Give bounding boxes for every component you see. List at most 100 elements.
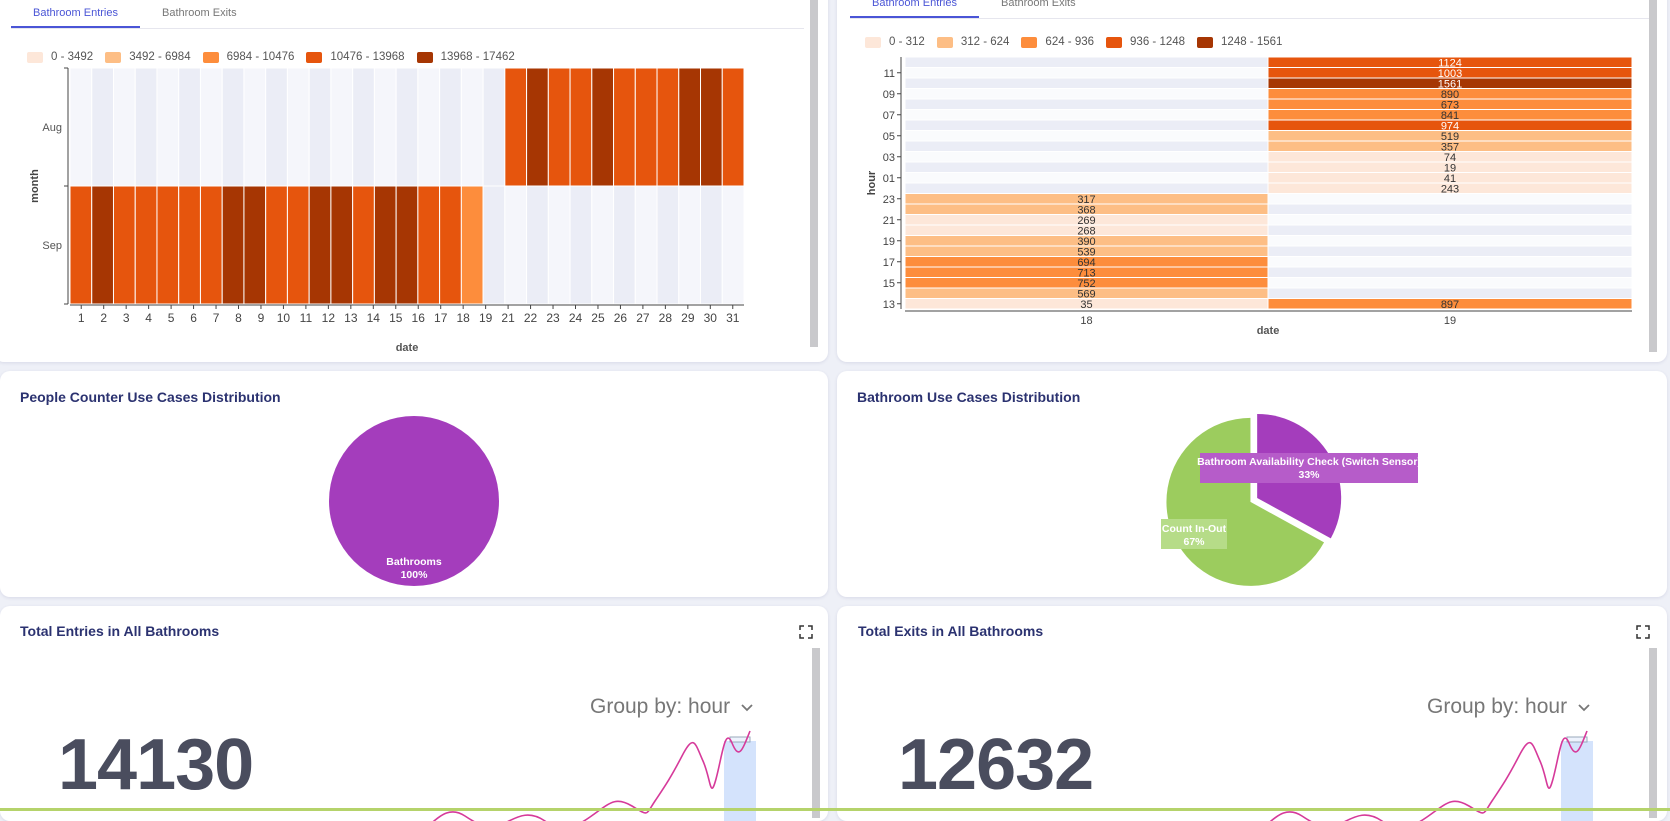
heatmap-cell — [905, 68, 1268, 79]
heatmap-cell — [570, 68, 592, 186]
heatmap-cell — [287, 186, 309, 304]
card-title: Total Entries in All Bathrooms — [20, 623, 219, 639]
x-tick-label: 3 — [123, 311, 130, 325]
heatmap-cell — [200, 68, 222, 186]
entries-month-heatmap-card: Bathroom Entries Bathroom Exits 0 - 3492… — [0, 0, 828, 362]
y-tick-label: 19 — [883, 236, 895, 248]
heatmap-cell — [1268, 288, 1632, 299]
heatmap-cell — [1268, 236, 1632, 247]
y-tick-label: 15 — [883, 278, 895, 290]
cell-value-label: 317 — [1077, 194, 1095, 206]
x-tick-label: 18 — [456, 311, 470, 325]
total-entries-card: Total Entries in All Bathrooms Group by:… — [0, 606, 828, 821]
y-tick-label: 09 — [883, 89, 895, 101]
left-heatmap-scrollbar[interactable] — [810, 0, 818, 347]
cell-value-label: 752 — [1077, 278, 1095, 290]
cell-value-label: 1561 — [1438, 78, 1462, 90]
x-axis-title: date — [1257, 325, 1280, 337]
heatmap-cell — [905, 120, 1268, 131]
heatmap-cell — [1268, 204, 1632, 215]
heatmap-cell — [635, 186, 657, 304]
x-tick-label: 22 — [524, 311, 538, 325]
exits-sparkline — [1257, 721, 1657, 821]
heatmap-cell — [505, 186, 527, 304]
expand-icon[interactable] — [1636, 625, 1650, 639]
heatmap-cell — [635, 68, 657, 186]
y-tick-label: 03 — [883, 152, 895, 164]
cell-value-label: 19 — [1444, 162, 1456, 174]
card-title: Total Exits in All Bathrooms — [858, 623, 1043, 639]
heatmap-cell — [483, 186, 505, 304]
heatmap-cell — [1268, 225, 1632, 236]
group-by-label: Group by: hour — [1427, 695, 1567, 718]
heatmap-cell — [657, 186, 679, 304]
total-exits-card: Total Exits in All Bathrooms Group by: h… — [837, 606, 1667, 821]
heatmap-cell — [309, 186, 331, 304]
cell-value-label: 974 — [1441, 120, 1459, 132]
heatmap-cell — [905, 141, 1268, 152]
cell-value-label: 35 — [1080, 299, 1092, 311]
x-tick-label: 30 — [704, 311, 718, 325]
x-tick-label: 11 — [300, 311, 313, 325]
x-tick-label: 31 — [726, 311, 740, 325]
cell-value-label: 1124 — [1438, 57, 1462, 69]
heatmap-cell — [440, 68, 462, 186]
x-tick-label: 19 — [1444, 315, 1456, 327]
heatmap-cell — [331, 68, 353, 186]
slice-percent: 67% — [1183, 536, 1205, 548]
group-by-dropdown[interactable]: Group by: hour — [1427, 695, 1591, 719]
heatmap-cell — [614, 68, 636, 186]
people-counter-pie-chart: Bathrooms100% — [0, 371, 828, 597]
heatmap-cell — [905, 99, 1268, 110]
heatmap-cell — [244, 186, 266, 304]
cell-value-label: 694 — [1077, 257, 1095, 269]
y-tick-label: 13 — [883, 299, 895, 311]
x-tick-label: 28 — [659, 311, 673, 325]
entries-hour-heatmap-card: Bathroom Entries Bathroom Exits 0 - 312 … — [837, 0, 1667, 362]
group-by-dropdown[interactable]: Group by: hour — [590, 695, 754, 719]
heatmap-cell — [244, 68, 266, 186]
expand-icon[interactable] — [799, 625, 813, 639]
heatmap-cell — [570, 186, 592, 304]
heatmap-cell — [396, 68, 418, 186]
heatmap-cell — [505, 68, 527, 186]
heatmap-cell — [1268, 257, 1632, 268]
heatmap-cell — [179, 68, 201, 186]
y-tick-label: 17 — [883, 257, 895, 269]
cell-value-label: 519 — [1441, 131, 1459, 143]
heatmap-cell — [527, 186, 549, 304]
heatmap-cell — [679, 68, 701, 186]
heatmap-cell — [200, 186, 222, 304]
cell-value-label: 539 — [1077, 246, 1095, 258]
people-counter-pie-card: People Counter Use Cases Distribution Ba… — [0, 371, 828, 597]
heatmap-cell — [418, 68, 440, 186]
right-heatmap-scrollbar[interactable] — [1649, 0, 1657, 352]
heatmap-cell — [135, 186, 157, 304]
y-tick-label: Aug — [42, 122, 62, 134]
entries-hour-heatmap: 3556975271369453939026826936831789724341… — [837, 0, 1667, 362]
group-by-label: Group by: hour — [590, 695, 730, 718]
cell-value-label: 1003 — [1438, 68, 1462, 80]
heatmap-cell — [722, 186, 744, 304]
x-tick-label: 18 — [1080, 315, 1092, 327]
slice-percent: 100% — [401, 569, 429, 581]
heatmap-cell — [722, 68, 744, 186]
heatmap-cell — [374, 68, 396, 186]
heatmap-cell — [157, 186, 179, 304]
y-tick-label: 01 — [883, 173, 895, 185]
heatmap-cell — [353, 186, 375, 304]
heatmap-cell — [222, 68, 244, 186]
y-axis-title: hour — [866, 170, 878, 195]
x-tick-label: 4 — [145, 311, 152, 325]
cell-value-label: 897 — [1441, 299, 1459, 311]
heatmap-cell — [1268, 278, 1632, 289]
heatmap-cell — [592, 68, 614, 186]
cell-value-label: 74 — [1444, 152, 1456, 164]
x-tick-label: 12 — [322, 311, 336, 325]
heatmap-cell — [353, 68, 375, 186]
slice-percent: 33% — [1298, 469, 1320, 481]
heatmap-cell — [157, 68, 179, 186]
bathroom-use-cases-pie-card: Bathroom Use Cases Distribution Bathroom… — [837, 371, 1667, 597]
x-tick-label: 16 — [412, 311, 426, 325]
